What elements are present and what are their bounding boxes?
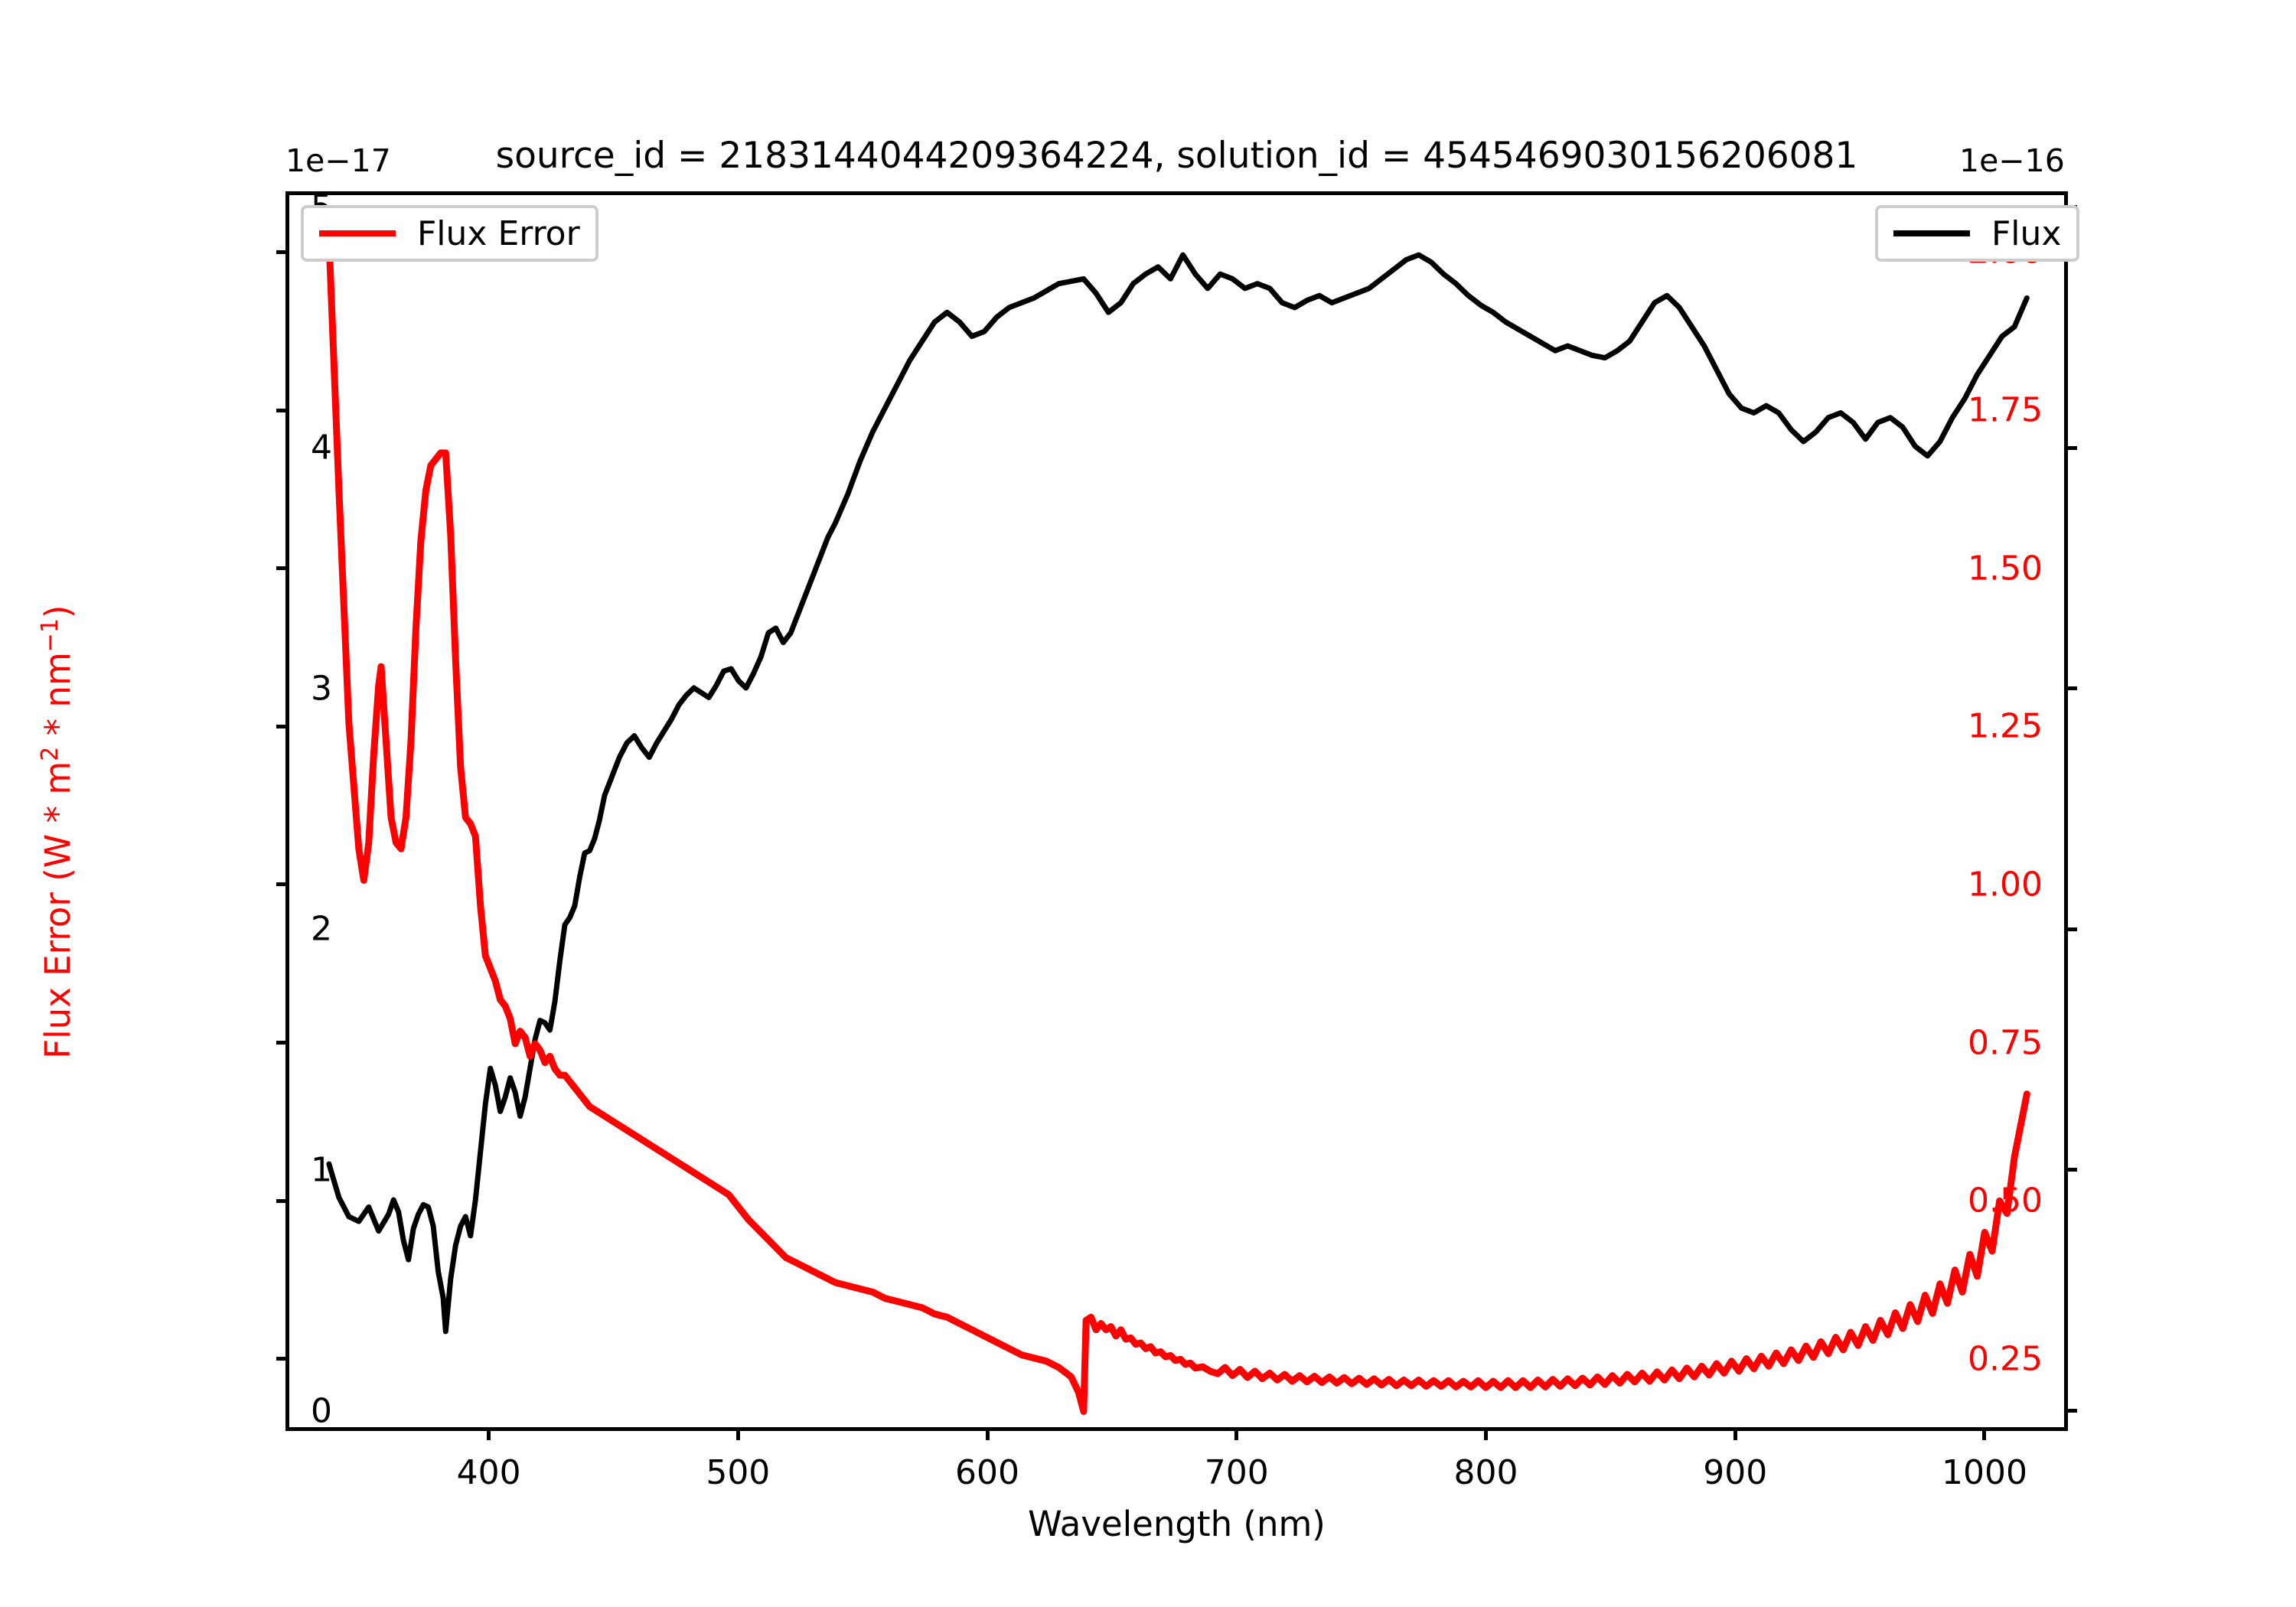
y-left-title-sup1: 2 — [37, 746, 64, 761]
legend-flux-error[interactable]: Flux Error — [301, 205, 598, 262]
x-tick-label: 600 — [955, 1453, 1020, 1492]
plot-area: 0.250.500.751.001.251.501.752.0001234540… — [276, 187, 2077, 1492]
left-axis-offset-label: 1e−17 — [285, 142, 391, 179]
x-tick-mark — [1733, 1427, 1737, 1440]
y-left-tick-label: 1.75 — [1968, 390, 2043, 430]
y-left-tick-label: 0.25 — [1968, 1339, 2043, 1379]
y-left-tick-label: 1.25 — [1968, 706, 2043, 746]
y-right-tick-mark — [2064, 1168, 2077, 1172]
y-left-tick-mark — [276, 882, 289, 887]
y-left-title-post: ) — [38, 605, 78, 618]
x-tick-label: 900 — [1703, 1453, 1768, 1492]
y-right-tick-label: 0 — [311, 1391, 332, 1431]
y-left-title-sup2: −1 — [37, 618, 64, 653]
data-curves — [325, 236, 2030, 1415]
right-axis-offset-label: 1e−16 — [1959, 142, 2065, 179]
y-left-tick-mark — [276, 408, 289, 412]
y-left-tick-mark — [276, 1198, 289, 1203]
x-axis-title: Wavelength (nm) — [1028, 1504, 1326, 1544]
y-left-tick-mark — [276, 566, 289, 571]
y-right-tick-mark — [2064, 927, 2077, 931]
x-tick-mark — [1484, 1427, 1489, 1440]
page-title: source_id = 2183144044209364224, solutio… — [495, 135, 1858, 177]
y-right-tick-label: 1 — [311, 1150, 332, 1190]
x-tick-mark — [1982, 1427, 1987, 1440]
y-left-tick-mark — [276, 724, 289, 729]
x-tick-mark — [487, 1427, 491, 1440]
x-tick-mark — [735, 1427, 740, 1440]
y-left-tick-label: 1.00 — [1968, 865, 2043, 905]
y-right-tick-mark — [2064, 445, 2077, 450]
x-tick-label: 1000 — [1941, 1453, 2027, 1492]
y-left-tick-label: 0.75 — [1968, 1023, 2043, 1063]
y-left-title-pre: Flux Error (W * m — [38, 761, 78, 1059]
legend-flux[interactable]: Flux — [1875, 205, 2080, 262]
legend-flux-error-label: Flux Error — [417, 214, 580, 253]
x-tick-label: 500 — [706, 1453, 771, 1492]
y-right-tick-mark — [2064, 686, 2077, 691]
flux-error-color-swatch — [319, 230, 396, 236]
y-left-tick-label: 0.50 — [1968, 1181, 2043, 1221]
y-left-tick-label: 1.50 — [1968, 549, 2043, 588]
y-left-tick-mark — [276, 249, 289, 254]
y-right-tick-label: 2 — [311, 909, 332, 949]
y-right-tick-label: 3 — [311, 669, 332, 709]
x-tick-label: 800 — [1453, 1453, 1518, 1492]
y-right-tick-mark — [2064, 1409, 2077, 1413]
x-tick-label: 700 — [1204, 1453, 1269, 1492]
x-tick-label: 400 — [456, 1453, 521, 1492]
flux-error-line — [325, 236, 2030, 1415]
y-axis-left-title: Flux Error (W * m2 * nm−1) — [37, 564, 78, 1100]
y-left-tick-mark — [276, 1357, 289, 1361]
x-tick-mark — [1234, 1427, 1239, 1440]
y-left-tick-mark — [276, 1041, 289, 1045]
flux-color-swatch — [1893, 230, 1970, 236]
x-tick-mark — [985, 1427, 990, 1440]
y-right-tick-label: 4 — [311, 428, 332, 468]
flux-line — [326, 252, 2030, 1335]
y-left-title-mid: * nm — [38, 652, 78, 747]
legend-flux-label: Flux — [1991, 214, 2062, 253]
